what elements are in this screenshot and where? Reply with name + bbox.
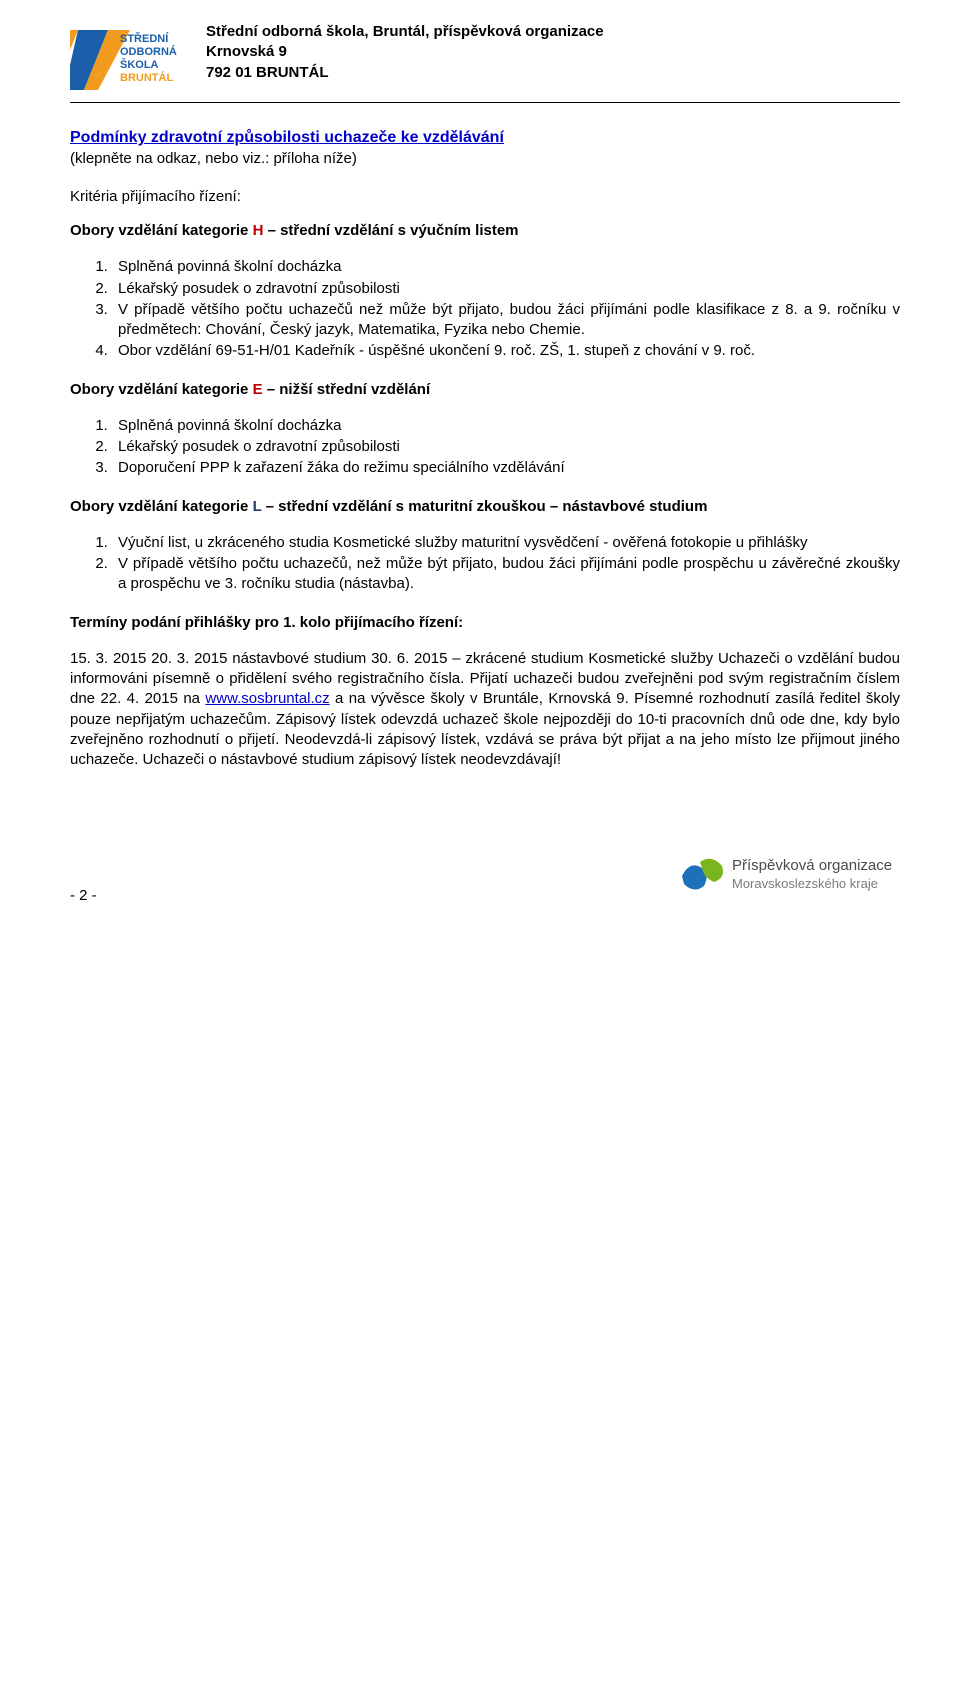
list-item: Splněná povinná školní docházka xyxy=(112,416,900,436)
page-number: - 2 - xyxy=(70,886,97,906)
criteria-label: Kritéria přijímacího řízení: xyxy=(70,187,900,207)
list-item: Lékařský posudek o zdravotní způsobilost… xyxy=(112,437,900,457)
header-divider xyxy=(70,102,900,103)
list-item: V případě většího počtu uchazečů, než mů… xyxy=(112,554,900,595)
school-website-link[interactable]: www.sosbruntal.cz xyxy=(205,690,329,707)
cat-h-letter: H xyxy=(253,222,264,239)
cat-e-prefix: Obory vzdělání kategorie xyxy=(70,381,253,398)
list-item: Výuční list, u zkráceného studia Kosmeti… xyxy=(112,533,900,553)
header-address: Střední odborná škola, Bruntál, příspěvk… xyxy=(206,20,604,83)
deadlines-heading: Termíny podání přihlášky pro 1. kolo při… xyxy=(70,613,900,633)
logo-text-line3: ŠKOLA xyxy=(120,58,159,71)
list-item: Obor vzdělání 69-51-H/01 Kadeřník - úspě… xyxy=(112,341,900,361)
deadlines-paragraph: 15. 3. 2015 20. 3. 2015 nástavbové studi… xyxy=(70,649,900,771)
title-link[interactable]: Podmínky zdravotní způsobilosti uchazeče… xyxy=(70,129,504,146)
cat-l-suffix: – střední vzdělání s maturitní zkouškou … xyxy=(261,498,707,515)
header-org-name: Střední odborná škola, Bruntál, příspěvk… xyxy=(206,22,604,42)
title-note: (klepněte na odkaz, nebo viz.: příloha n… xyxy=(70,149,900,169)
category-h-heading: Obory vzdělání kategorie H – střední vzd… xyxy=(70,221,900,241)
footer-logo-line1: Příspěvková organizace xyxy=(732,857,892,874)
title-block: Podmínky zdravotní způsobilosti uchazeče… xyxy=(70,127,900,149)
region-logo: Příspěvková organizace Moravskoslezského… xyxy=(680,850,900,906)
category-h-list: Splněná povinná školní docházka Lékařský… xyxy=(112,257,900,361)
cat-h-prefix: Obory vzdělání kategorie xyxy=(70,222,253,239)
school-logo: STŘEDNÍ ODBORNÁ ŠKOLA BRUNTÁL xyxy=(70,20,190,96)
list-item: V případě většího počtu uchazečů než můž… xyxy=(112,300,900,341)
footer-logo-line2: Moravskoslezského kraje xyxy=(732,876,878,891)
logo-text-line2: ODBORNÁ xyxy=(120,45,177,58)
cat-h-suffix: – střední vzdělání s výučním listem xyxy=(263,222,518,239)
cat-e-suffix: – nižší střední vzdělání xyxy=(263,381,431,398)
cat-l-prefix: Obory vzdělání kategorie xyxy=(70,498,253,515)
logo-text-line1: STŘEDNÍ xyxy=(120,32,169,45)
category-l-list: Výuční list, u zkráceného studia Kosmeti… xyxy=(112,533,900,595)
header-street: Krnovská 9 xyxy=(206,42,604,62)
category-e-list: Splněná povinná školní docházka Lékařský… xyxy=(112,416,900,479)
category-l-heading: Obory vzdělání kategorie L – střední vzd… xyxy=(70,497,900,517)
cat-e-letter: E xyxy=(253,381,263,398)
category-e-heading: Obory vzdělání kategorie E – nižší střed… xyxy=(70,380,900,400)
list-item: Lékařský posudek o zdravotní způsobilost… xyxy=(112,279,900,299)
list-item: Splněná povinná školní docházka xyxy=(112,257,900,277)
list-item: Doporučení PPP k zařazení žáka do režimu… xyxy=(112,458,900,478)
header-city: 792 01 BRUNTÁL xyxy=(206,63,604,83)
logo-text-line4: BRUNTÁL xyxy=(120,71,173,84)
